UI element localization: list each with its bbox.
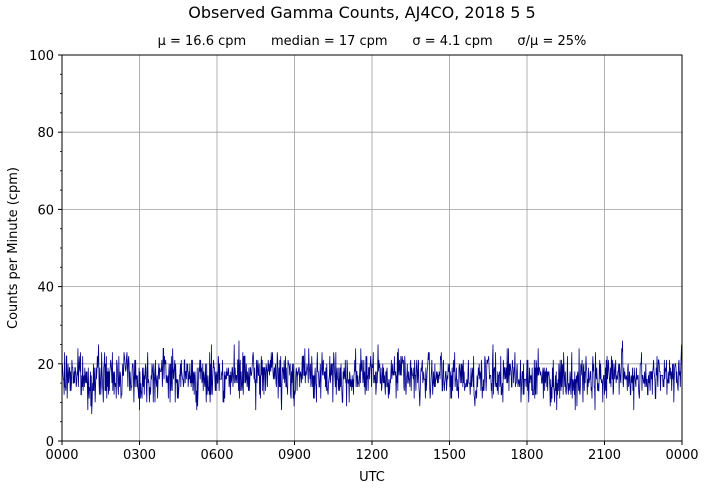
series-group [61, 340, 683, 414]
y-tick-label: 80 [37, 126, 54, 141]
y-tick-label: 20 [37, 358, 54, 373]
x-tick-label: 1500 [433, 448, 466, 463]
y-tick-label: 40 [37, 281, 54, 296]
series-line [61, 340, 683, 414]
y-tick-label: 0 [46, 435, 54, 450]
x-tick-label: 0900 [278, 448, 311, 463]
x-tick-label: 1200 [355, 448, 388, 463]
y-tick-label: 100 [29, 49, 54, 64]
x-tick-label: 0600 [200, 448, 233, 463]
x-tick-label: 0000 [665, 448, 698, 463]
x-axis-label: UTC [359, 470, 385, 485]
chart-subtitle: μ = 16.6 cpm median = 17 cpm σ = 4.1 cpm… [158, 34, 587, 49]
y-axis-label: Counts per Minute (cpm) [6, 167, 21, 329]
x-tick-label: 2100 [588, 448, 621, 463]
axes: 0000 0300 0600 0900 1200 1500 1800 2100 00000204… [29, 49, 698, 463]
chart-title: Observed Gamma Counts, AJ4CO, 2018 5 5 [188, 3, 535, 22]
x-tick-label: 0000 [45, 448, 78, 463]
x-tick-label: 1800 [510, 448, 543, 463]
x-tick-label: 0300 [123, 448, 156, 463]
y-tick-label: 60 [37, 203, 54, 218]
